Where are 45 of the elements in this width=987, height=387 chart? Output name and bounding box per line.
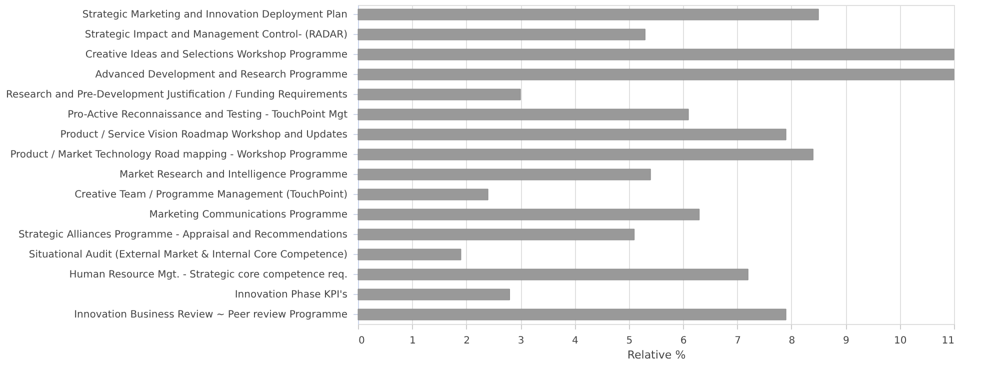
bar: [358, 188, 488, 200]
bar: [358, 88, 521, 100]
bar: [358, 148, 814, 160]
y-tick-label: Innovation Business Review ~ Peer review Programme: [74, 310, 348, 320]
bar: [358, 228, 635, 240]
y-tick-label: Human Resource Mgt. - Strategic core competence req.: [69, 270, 348, 280]
y-tick-label: Strategic Alliances Programme - Appraisal and Recommendations: [18, 230, 348, 240]
bar: [358, 8, 819, 20]
y-tick-label: Market Research and Intelligence Programme: [119, 170, 348, 180]
y-tick-label: Research and Pre-Development Justification / Funding Requirements: [6, 90, 348, 100]
y-tick-label: Marketing Communications Programme: [149, 210, 348, 220]
y-tick-label: Creative Ideas and Selections Workshop Programme: [85, 50, 348, 60]
bar: [358, 128, 786, 140]
y-tick-label: Pro-Active Reconnaissance and Testing - TouchPoint Mgt: [68, 110, 348, 120]
x-tick-label: 7: [734, 336, 741, 346]
x-tick-label: 8: [788, 336, 796, 346]
y-tick-label: Strategic Marketing and Innovation Deployment Plan: [82, 10, 348, 20]
bar: [358, 48, 954, 60]
x-tick-label: 5: [626, 336, 633, 346]
y-tick-label: Advanced Development and Research Programme: [95, 70, 348, 80]
x-tick-label: 11: [942, 336, 954, 346]
x-tick-label: 1: [409, 336, 416, 346]
y-tick-label: Product / Market Technology Road mapping - Workshop Programme: [10, 150, 348, 160]
x-tick-label: 4: [572, 336, 578, 346]
x-tick-label: 10: [894, 336, 907, 346]
y-tick-label: Strategic Impact and Management Control- (RADAR): [84, 30, 348, 40]
x-axis-title: Relative %: [627, 348, 686, 362]
x-tick-label: 9: [842, 336, 850, 346]
bar: [358, 308, 786, 320]
y-tick-label: Innovation Phase KPI's: [234, 290, 348, 300]
bar: [358, 248, 462, 260]
bar: [358, 208, 700, 220]
x-tick-label: 0: [358, 336, 365, 346]
bar: [358, 68, 954, 80]
x-tick-label: 3: [518, 336, 524, 346]
y-tick-label: Creative Team / Programme Management (TouchPoint): [74, 190, 348, 200]
bar: [358, 168, 651, 180]
y-tick-label: Situational Audit (External Market & Internal Core Competence): [28, 250, 348, 260]
bar: [358, 268, 748, 280]
bar: [358, 108, 689, 120]
x-tick-label: 6: [680, 336, 687, 346]
x-tick-label: 2: [464, 336, 470, 346]
bar: [358, 288, 510, 300]
bar: [358, 28, 646, 40]
y-tick-label: Product / Service Vision Roadmap Workshop and Updates: [60, 130, 348, 140]
